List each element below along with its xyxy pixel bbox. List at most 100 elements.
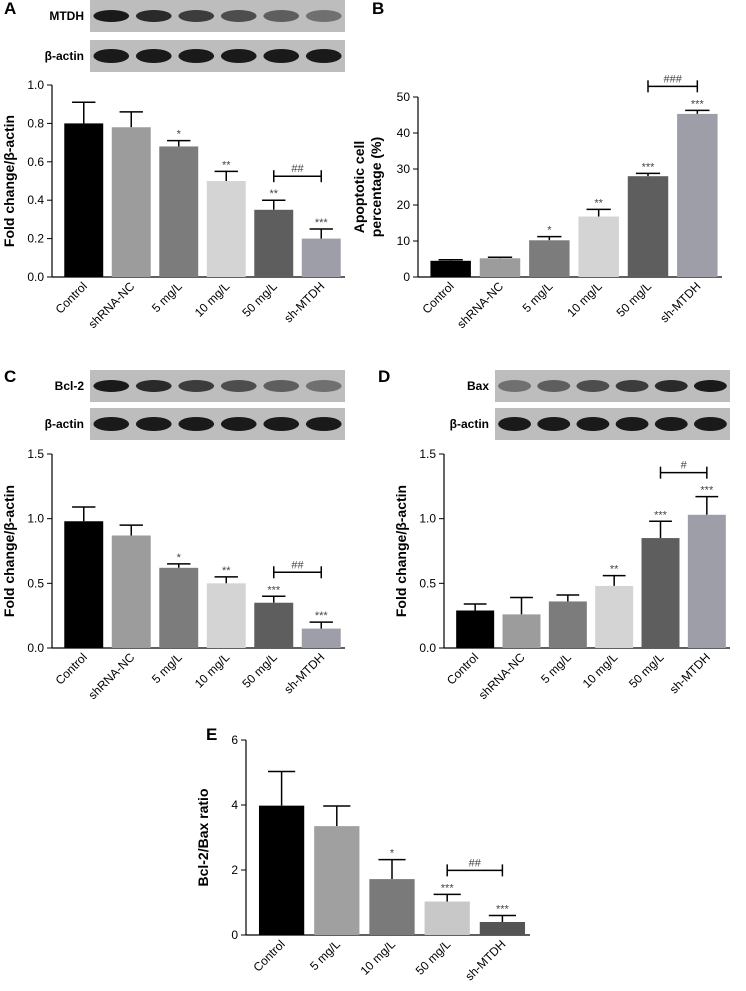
y-tick-label: 1.0 <box>419 512 436 526</box>
significance-label: * <box>390 848 395 860</box>
x-tick-label: 10 mg/L <box>564 279 605 320</box>
y-tick-label: 30 <box>397 162 411 176</box>
blot-band <box>263 380 300 392</box>
bracket-label: ### <box>663 73 682 85</box>
blot-band <box>305 417 342 431</box>
y-tick-label: 4 <box>231 798 238 812</box>
y-axis-label: Fold change/β-actin <box>393 485 409 617</box>
blot-band <box>693 417 727 431</box>
blot-image <box>495 370 730 402</box>
blot-band <box>615 380 649 392</box>
blot-band <box>178 380 215 392</box>
significance-label: *** <box>267 584 281 596</box>
bar <box>369 879 415 935</box>
blot-band <box>615 417 649 431</box>
blot-band <box>178 417 215 431</box>
y-tick-label: 1.5 <box>419 447 436 461</box>
y-tick-label: 0.0 <box>27 641 44 655</box>
blot-label: β-actin <box>450 417 489 431</box>
blot-image <box>90 0 345 32</box>
bar <box>254 209 294 277</box>
x-tick-label: 5 mg/L <box>307 937 343 973</box>
bar <box>111 535 151 648</box>
y-tick-label: 1.0 <box>27 78 44 92</box>
blot-band <box>305 380 342 392</box>
bar <box>479 258 521 277</box>
y-axis-label: Fold change/β-actin <box>1 485 17 617</box>
blot-band <box>220 417 257 431</box>
blot-band <box>693 380 727 392</box>
blot-band <box>305 10 342 22</box>
bar <box>64 521 104 648</box>
y-tick-label: 0.8 <box>27 116 44 130</box>
bar <box>206 583 246 648</box>
blot-band <box>263 10 300 22</box>
blot-image <box>90 40 345 72</box>
y-tick-label: 1.0 <box>27 512 44 526</box>
bar <box>206 181 246 277</box>
x-tick-label: 50 mg/L <box>614 279 655 320</box>
x-tick-label: 10 mg/L <box>580 650 621 691</box>
blot-band <box>576 380 610 392</box>
bar <box>159 146 199 277</box>
blot-band <box>93 417 130 431</box>
blot-band <box>220 49 257 63</box>
significance-label: * <box>547 225 552 237</box>
x-tick-label: 50 mg/L <box>413 937 454 978</box>
significance-label: *** <box>315 610 329 622</box>
bar <box>314 826 360 935</box>
y-tick-label: 20 <box>397 198 411 212</box>
blot-label: Bcl-2 <box>55 379 85 393</box>
blot-band <box>537 380 571 392</box>
blot-band <box>537 417 571 431</box>
significance-label: *** <box>496 904 510 916</box>
significance-label: ** <box>594 197 603 209</box>
x-tick-label: sh-MTDH <box>462 937 508 983</box>
bar <box>578 216 619 277</box>
x-tick-label: 10 mg/L <box>192 279 233 320</box>
significance-label: *** <box>441 882 455 894</box>
blot-band <box>135 380 172 392</box>
panel-label: A <box>4 0 16 18</box>
blot-label: Bax <box>467 379 489 393</box>
x-tick-label: shRNA-NC <box>86 279 138 331</box>
bar <box>641 538 680 648</box>
blot-band <box>654 380 688 392</box>
significance-label: *** <box>654 509 668 521</box>
panel-label: D <box>378 367 390 386</box>
significance-label: *** <box>691 98 705 110</box>
x-tick-label: shRNA-NC <box>454 279 506 331</box>
significance-label: * <box>177 552 182 564</box>
blot-image <box>90 370 345 402</box>
x-tick-label: Control <box>444 650 481 687</box>
y-tick-label: 40 <box>397 126 411 140</box>
bar <box>258 805 305 935</box>
bar <box>595 585 634 648</box>
y-tick-label: 6 <box>231 733 238 747</box>
significance-label: * <box>177 129 182 141</box>
blot-band <box>93 49 130 63</box>
bracket-label: ## <box>291 559 304 571</box>
bar <box>159 567 199 648</box>
blot-image <box>90 408 345 440</box>
x-tick-label: sh-MTDH <box>657 279 703 325</box>
significance-label: ** <box>222 565 231 577</box>
blot-band <box>220 380 257 392</box>
x-tick-label: 10 mg/L <box>192 650 233 691</box>
y-tick-label: 0.5 <box>27 576 44 590</box>
blot-band <box>135 417 172 431</box>
y-axis-label: Fold change/β-actin <box>1 115 17 247</box>
blot-band <box>305 49 342 63</box>
y-axis-label: Apoptotic cell <box>351 141 367 234</box>
bar <box>301 628 341 648</box>
blot-band <box>178 49 215 63</box>
x-tick-label: sh-MTDH <box>281 279 327 325</box>
blot-label: β-actin <box>45 417 84 431</box>
y-tick-label: 2 <box>231 863 238 877</box>
x-tick-label: 5 mg/L <box>520 279 556 315</box>
significance-label: *** <box>642 161 656 173</box>
blot-band <box>654 417 688 431</box>
blot-band <box>498 380 532 392</box>
y-tick-label: 0.0 <box>27 270 44 284</box>
